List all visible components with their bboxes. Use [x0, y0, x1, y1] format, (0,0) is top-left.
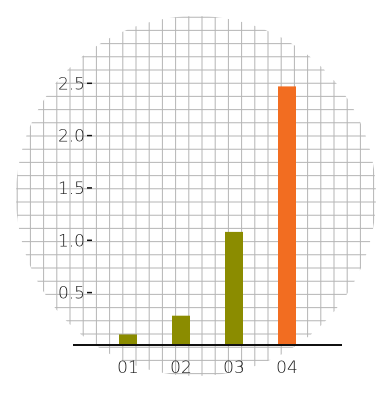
- y-tick-label: 1.5: [58, 179, 85, 199]
- y-tick-label: 1.0: [58, 231, 85, 251]
- y-tick-label: 2.0: [58, 127, 85, 147]
- y-axis-ticks: 0.5 1.0 1.5 2.0 2.5: [58, 74, 92, 304]
- bars: [119, 86, 296, 346]
- bar-02: [172, 315, 190, 345]
- x-tick-label: 02: [170, 358, 192, 378]
- x-tick-label: 03: [223, 358, 245, 378]
- y-tick-label: 0.5: [58, 284, 85, 304]
- x-axis-ticks: 01 02 03 04: [117, 358, 298, 378]
- y-tick-label: 2.5: [58, 74, 85, 94]
- bar-04: [278, 86, 296, 346]
- bar-01: [119, 334, 137, 345]
- x-tick-label: 04: [276, 358, 298, 378]
- x-tick-label: 01: [117, 358, 139, 378]
- bar-03: [225, 231, 243, 345]
